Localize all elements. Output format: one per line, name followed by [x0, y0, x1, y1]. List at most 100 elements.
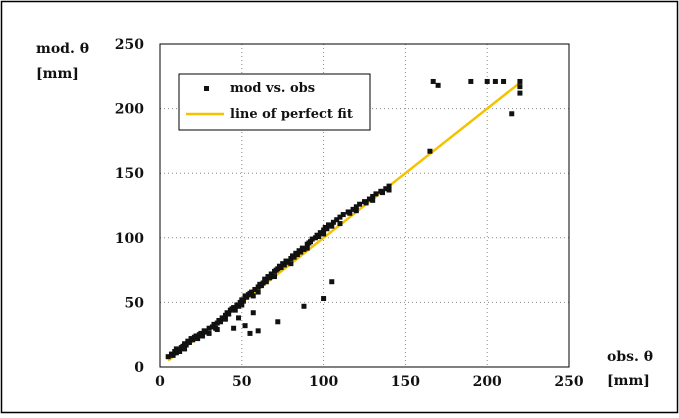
scatter-point: [231, 325, 237, 331]
scatter-point: [218, 319, 224, 325]
scatter-point: [214, 327, 220, 333]
scatter-point: [373, 191, 379, 197]
scatter-point: [363, 200, 369, 206]
scatter-point: [288, 261, 294, 267]
scatter-point: [281, 262, 287, 268]
x-tick-label: 150: [391, 374, 420, 390]
scatter-point: [329, 279, 335, 285]
scatter-point: [330, 219, 336, 225]
scatter-point: [321, 296, 327, 302]
scatter-point: [272, 274, 278, 280]
scatter-point: [301, 246, 307, 252]
scatter-point: [250, 310, 256, 316]
scatter-point: [193, 333, 199, 339]
scatter-point: [209, 324, 215, 330]
tick-labels: 0 50 100 150 200 250 0 50 100 150 200 250: [115, 37, 584, 390]
x-axis-label-line1: obs. θ: [607, 349, 653, 365]
scatter-point: [317, 230, 323, 236]
scatter-point: [250, 293, 256, 299]
scatter-point: [222, 316, 228, 322]
scatter-point: [263, 279, 269, 285]
scatter-point: [198, 330, 204, 336]
scatter-point: [240, 298, 246, 304]
scatter-point: [285, 259, 291, 265]
scatter-point: [321, 231, 327, 237]
scatter-point: [203, 329, 209, 335]
scatter-point: [294, 252, 300, 258]
scatter-point: [195, 336, 201, 342]
scatter-point: [211, 321, 217, 327]
scatter-point: [308, 239, 314, 245]
scatter-point: [262, 276, 268, 282]
scatter-point: [337, 221, 343, 227]
scatter-point: [247, 330, 253, 336]
scatter-point: [353, 204, 359, 210]
scatter-point: [329, 223, 335, 229]
scatter-point: [435, 82, 441, 88]
scatter-point: [206, 330, 212, 336]
scatter-point: [492, 78, 498, 84]
scatter-point: [190, 337, 196, 343]
scatter-point: [291, 254, 297, 260]
scatter-point: [165, 354, 171, 360]
scatter-point: [236, 315, 242, 321]
scatter-point: [255, 289, 261, 295]
scatter-point: [386, 183, 392, 189]
scatter-point: [517, 90, 523, 96]
data-series: [165, 78, 523, 362]
scatter-point: [239, 302, 245, 308]
scatter-point: [386, 187, 392, 193]
scatter-point: [226, 311, 232, 317]
scatter-point: [321, 227, 327, 233]
scatter-point: [267, 275, 273, 281]
scatter-point: [312, 235, 318, 241]
scatter-point: [255, 328, 261, 334]
y-tick-label: 200: [115, 102, 144, 118]
scatter-point: [249, 289, 255, 295]
scatter-point: [219, 315, 225, 321]
scatter-point: [173, 350, 179, 356]
legend-box: [178, 73, 371, 131]
scatter-point: [275, 266, 281, 272]
scatter-point: [427, 148, 433, 154]
scatter-point: [298, 249, 304, 255]
scatter-point: [242, 323, 248, 329]
scatter-point: [309, 236, 315, 242]
y-tick-label: 50: [125, 295, 145, 311]
y-tick-label: 250: [115, 37, 144, 53]
scatter-point: [337, 214, 343, 220]
scatter-point: [517, 84, 523, 90]
scatter-point: [237, 299, 243, 305]
scatter-point: [268, 271, 274, 277]
scatter-point: [484, 78, 490, 84]
scatter-point: [275, 319, 281, 325]
x-tick-label: 200: [473, 374, 502, 390]
scatter-point: [324, 226, 330, 232]
scatter-point: [252, 286, 258, 292]
scatter-point: [517, 78, 523, 84]
scatter-point: [206, 325, 212, 331]
scatter-point: [244, 294, 250, 300]
legend-scatter-marker: [204, 86, 209, 91]
scatter-point: [182, 346, 188, 352]
scatter-point: [334, 217, 340, 223]
legend: mod vs. obs line of perfect fit: [178, 73, 371, 131]
scatter-point: [509, 111, 515, 117]
scatter-point: [357, 201, 363, 207]
scatter-point: [183, 342, 189, 348]
legend-scatter-label: mod vs. obs: [230, 81, 315, 96]
y-axis-label-line2: [mm]: [36, 66, 79, 82]
y-tick-label: 150: [115, 166, 144, 182]
scatter-point: [186, 339, 192, 345]
legend-line-label: line of perfect fit: [230, 107, 353, 122]
scatter-point: [350, 206, 356, 212]
scatter-point: [236, 303, 242, 309]
scatter-point: [353, 208, 359, 214]
scatter-point: [383, 186, 389, 192]
scatter-point: [255, 284, 261, 290]
x-tick-label: 100: [309, 374, 338, 390]
scatter-point: [177, 348, 183, 354]
scatter-point: [347, 210, 353, 216]
